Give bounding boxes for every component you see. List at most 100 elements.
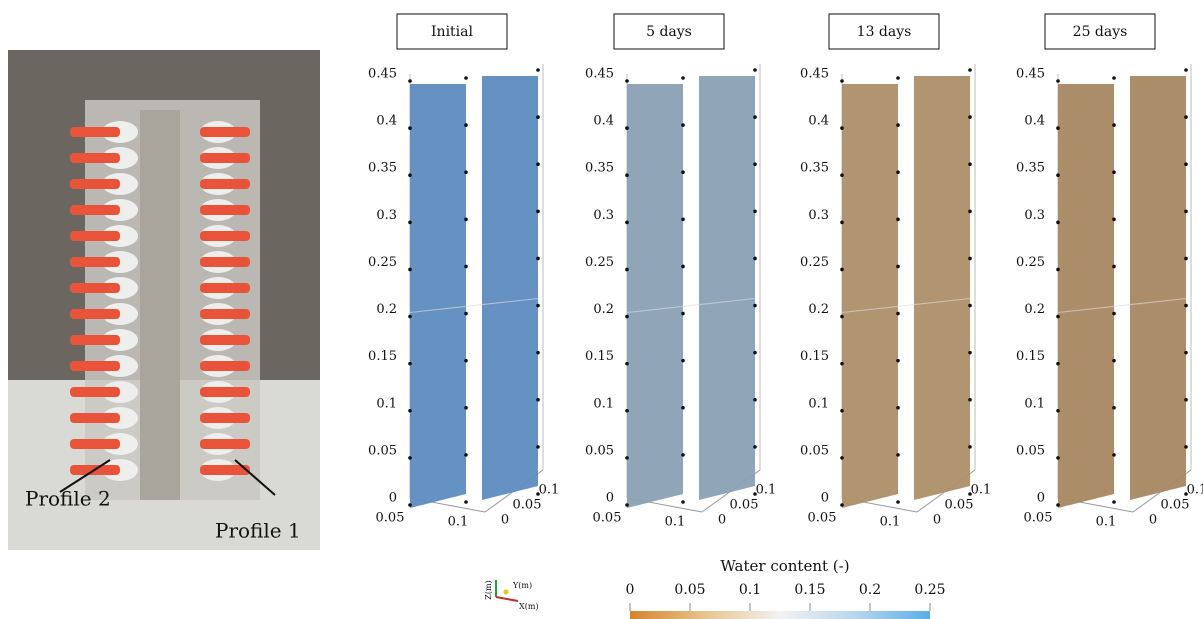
tick-dot (408, 220, 412, 225)
tick-dot (625, 267, 629, 272)
z-tick-label: 0.05 (800, 443, 829, 458)
tick-dot (464, 76, 468, 80)
sensor (70, 335, 120, 345)
tick-dot (1056, 408, 1060, 413)
photo-label: Profile 2 (25, 487, 111, 511)
tick-dot (1112, 311, 1116, 316)
tick-dot (1112, 170, 1116, 175)
tick-dot (753, 397, 757, 402)
sensor (200, 283, 250, 293)
tick-dot (753, 350, 757, 355)
z-tick-label: 0.3 (593, 208, 614, 223)
z-tick-label: 0.3 (1024, 208, 1045, 223)
tick-dot (1112, 217, 1116, 222)
tick-dot (464, 264, 468, 269)
tick-dot (1056, 173, 1060, 178)
panel-title: Initial (431, 24, 473, 40)
sensor (200, 153, 250, 163)
tick-dot (625, 503, 629, 507)
tick-dot (464, 405, 468, 410)
sensor (200, 335, 250, 345)
tick-dot (1184, 303, 1188, 308)
y-tick-label: 0 (501, 513, 509, 528)
sensor (200, 465, 250, 475)
z-tick-label: 0.1 (808, 396, 829, 411)
sensor (200, 257, 250, 267)
column-center (140, 110, 180, 500)
tick-dot (625, 220, 629, 225)
mid-plane (1057, 298, 1187, 314)
sensor (70, 413, 120, 423)
tick-dot (681, 358, 685, 363)
tick-dot (968, 68, 972, 72)
z-tick-label: 0 (1037, 491, 1045, 506)
tick-dot (536, 492, 540, 496)
tick-dot (625, 408, 629, 413)
y-tick-label: 0 (718, 513, 726, 528)
tick-dot (840, 314, 844, 319)
z-tick-label: 0 (606, 491, 614, 506)
panel-title-box (828, 13, 940, 50)
tick-dot (536, 209, 540, 214)
z-tick-label: 0.4 (593, 114, 614, 129)
tick-dot (896, 170, 900, 175)
colorbar: 0 0.05 0.1 0.15 0.2 0.25 (626, 582, 946, 619)
water-slab (1130, 76, 1186, 500)
z-tick-label: 0.15 (368, 349, 397, 364)
tick-dot (625, 79, 629, 83)
tick-dot (464, 123, 468, 127)
z-tick-label: 0.35 (800, 161, 829, 176)
tick-dot (968, 162, 972, 167)
tick-dot (1056, 126, 1060, 130)
photo: Profile 2 Profile 1 (8, 50, 320, 550)
sensor (70, 439, 120, 449)
panel-title: 13 days (857, 24, 912, 40)
tick-dot (681, 500, 685, 504)
tick-dot (840, 173, 844, 178)
tick-dot (896, 453, 900, 457)
tick-dot (1184, 68, 1188, 72)
colorbar-tick-label: 0 (626, 582, 635, 598)
panel: 5 days00.050.10.150.20.250.30.350.40.450… (585, 13, 776, 530)
tick-dot (896, 311, 900, 316)
z-tick-label: 0.1 (593, 396, 614, 411)
tick-dot (1056, 220, 1060, 225)
water-slab (482, 76, 538, 500)
tick-dot (408, 314, 412, 319)
triad-y (503, 589, 509, 595)
z-tick-label: 0.2 (808, 302, 829, 317)
panel-title-box (613, 13, 725, 50)
tick-dot (753, 209, 757, 214)
tick-dot (968, 115, 972, 119)
z-tick-label: 0 (389, 491, 397, 506)
sensor (200, 439, 250, 449)
tick-dot (408, 361, 412, 366)
sensor (200, 413, 250, 423)
colorbar-tick-label: 0.05 (674, 582, 705, 598)
tick-dot (1112, 453, 1116, 457)
tick-dot (753, 492, 757, 496)
sensor (70, 361, 120, 371)
tick-dot (681, 123, 685, 127)
tick-dot (896, 123, 900, 127)
tick-dot (1112, 500, 1116, 504)
panel: 25 days00.050.10.150.20.250.30.350.40.45… (1016, 13, 1203, 530)
y-tick-label: 0.1 (971, 483, 992, 498)
tick-dot (1056, 361, 1060, 366)
sensor (200, 205, 250, 215)
tick-dot (896, 405, 900, 410)
z-tick-label: 0.3 (808, 208, 829, 223)
tick-dot (681, 217, 685, 222)
tick-dot (536, 68, 540, 72)
colorbar-tick-label: 0.1 (739, 582, 761, 598)
water-slab (1058, 84, 1114, 508)
y-tick-label: 0 (933, 513, 941, 528)
tick-dot (753, 256, 757, 261)
y-tick-label: 0.05 (513, 498, 542, 513)
sensor (70, 231, 120, 241)
tick-dot (464, 358, 468, 363)
z-tick-label: 0.15 (800, 349, 829, 364)
tick-dot (968, 350, 972, 355)
tick-dot (1112, 76, 1116, 80)
tick-dot (625, 126, 629, 130)
